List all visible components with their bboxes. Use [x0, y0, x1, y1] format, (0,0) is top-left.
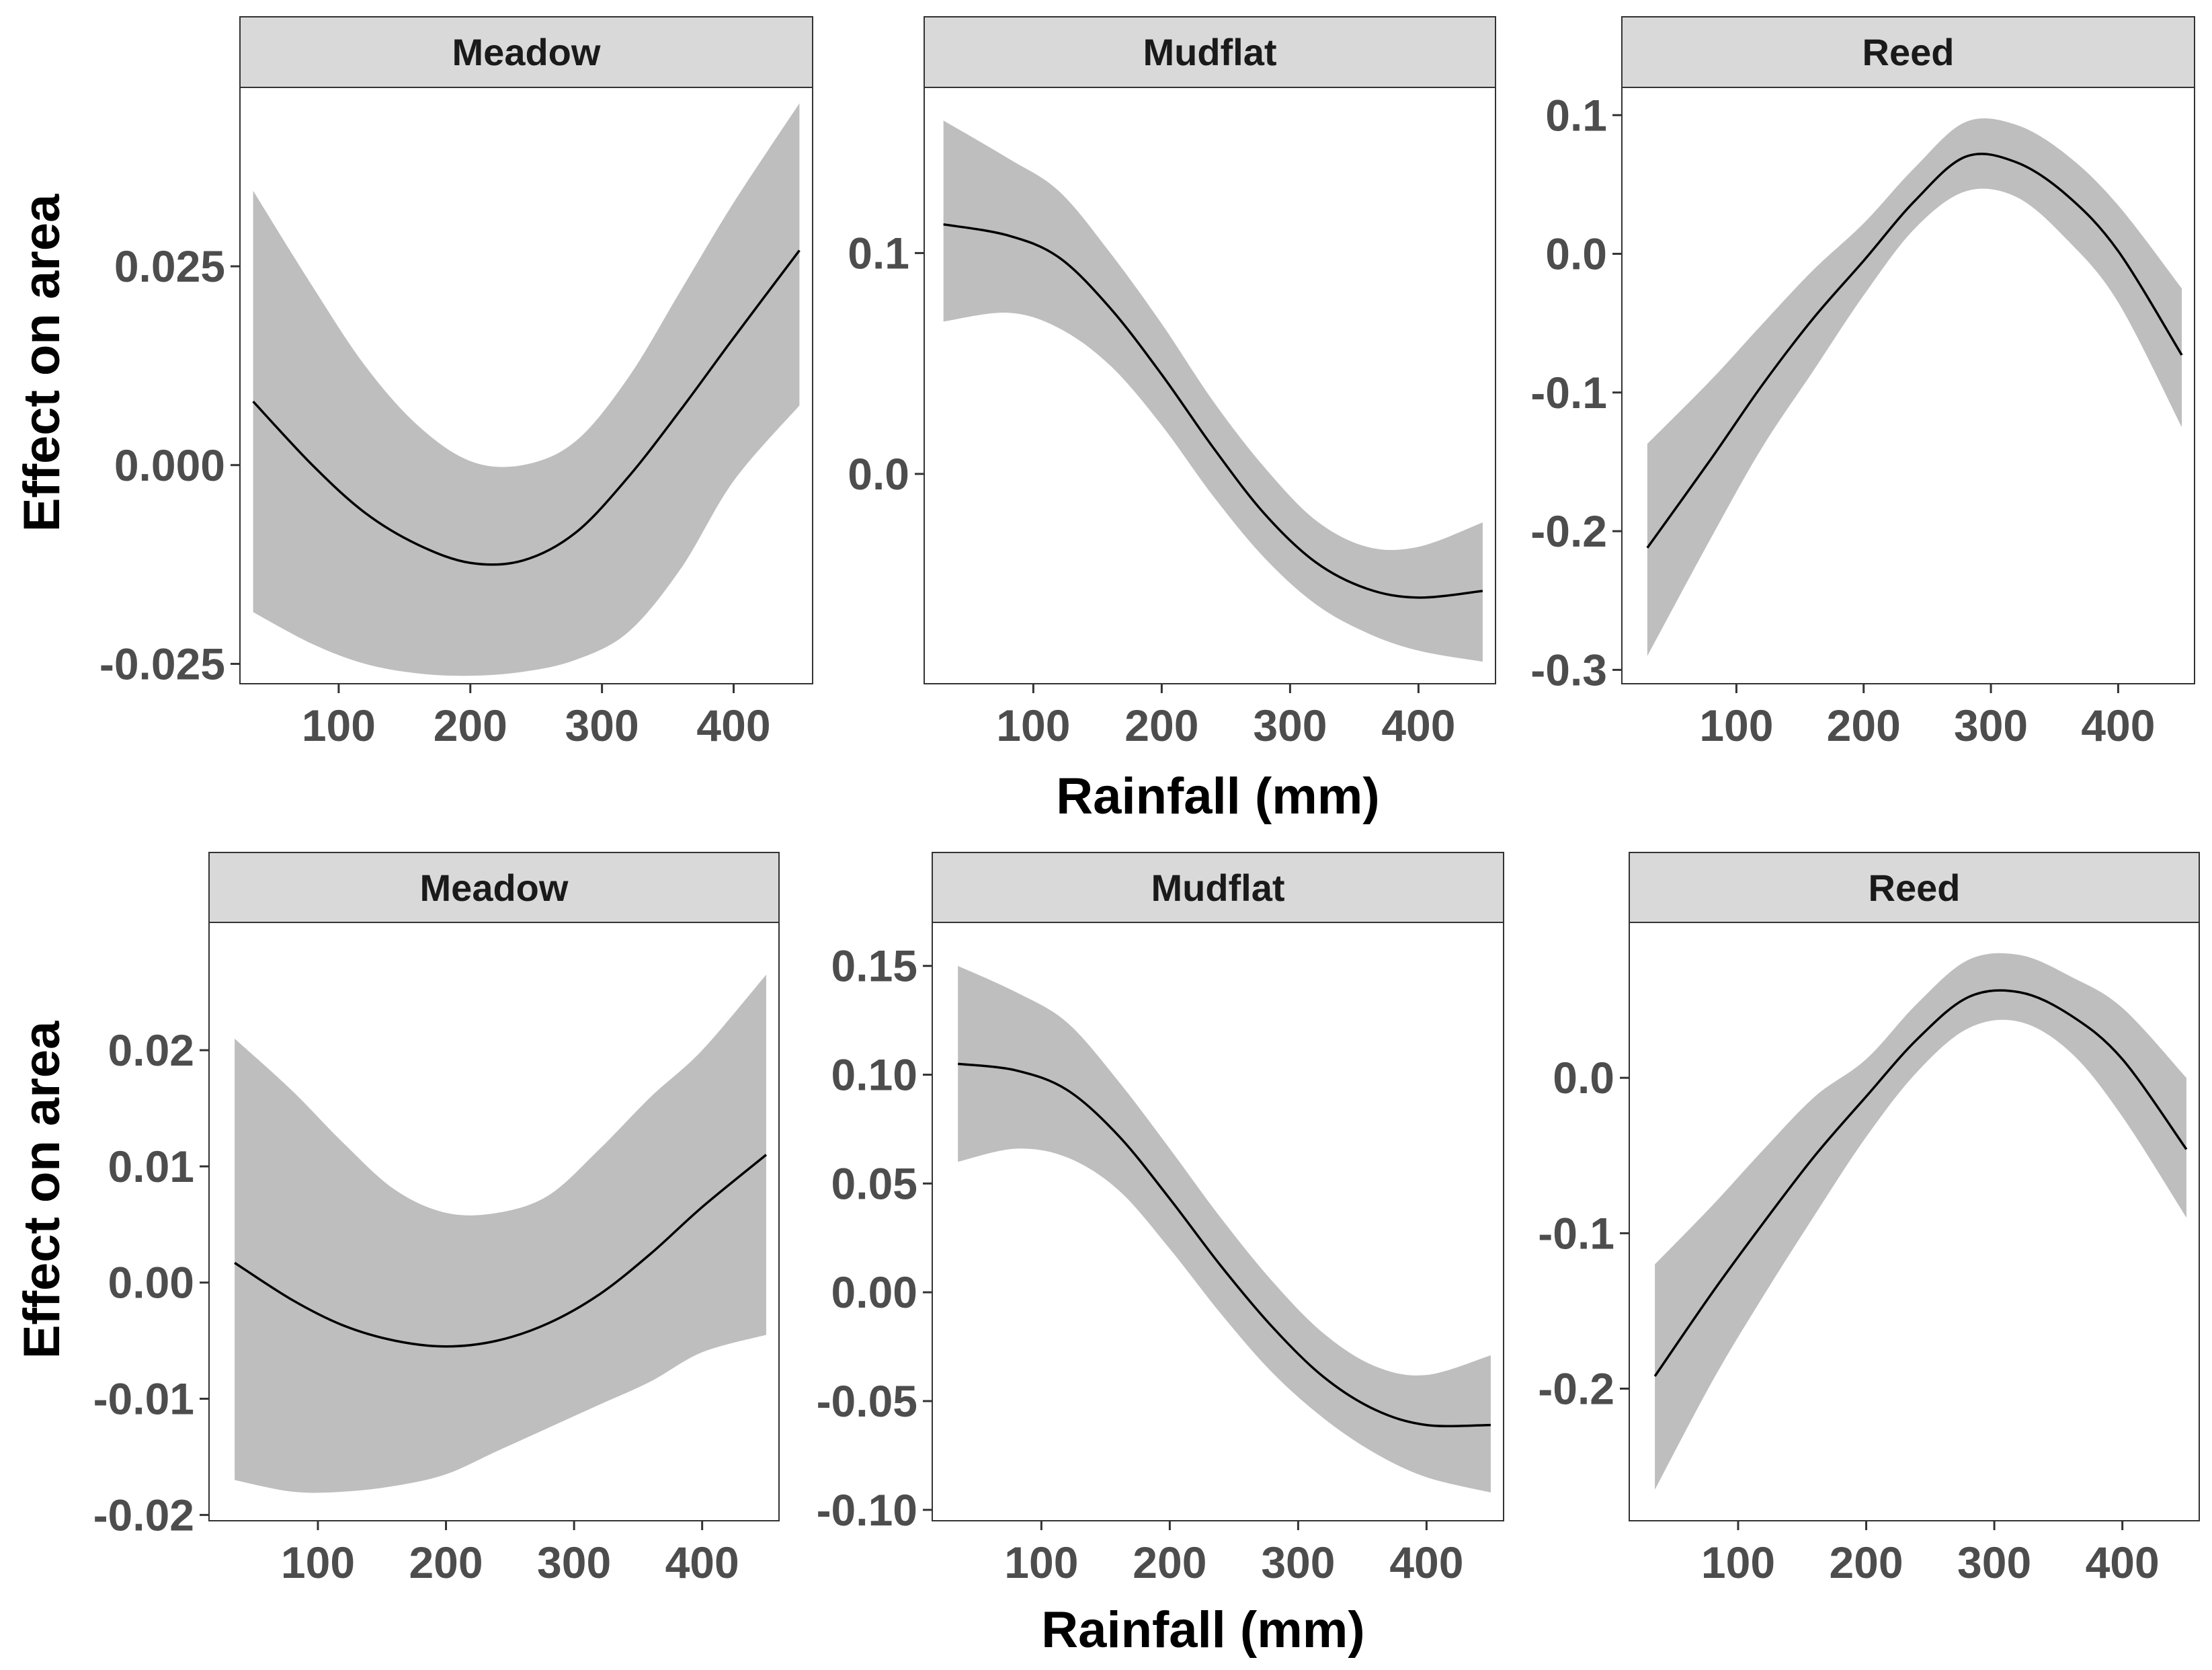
fitted-line [252, 249, 801, 566]
confidence-band [1655, 953, 2186, 1490]
confidence-band [253, 103, 800, 676]
x-tick-label: 400 [665, 1538, 739, 1587]
x-tick-label: 100 [1701, 1538, 1775, 1587]
y-tick-label: 0.0 [1553, 1053, 1614, 1103]
y-axis-title-top: Effect on area [13, 194, 71, 532]
fitted-line [1646, 153, 2183, 549]
y-tick-label: -0.3 [1530, 645, 1607, 694]
x-tick-label: 300 [565, 701, 639, 750]
x-tick-label: 200 [1829, 1538, 1903, 1587]
x-tick-label: 100 [302, 701, 376, 750]
y-tick-label: -0.025 [99, 639, 225, 688]
confidence-band [943, 120, 1483, 662]
x-tick-label: 100 [996, 701, 1070, 750]
x-tick-label: 200 [1124, 701, 1198, 750]
strip-label: Reed [1869, 867, 1961, 909]
y-tick-label: 0.025 [114, 241, 225, 291]
fitted-line [1653, 989, 2188, 1378]
x-tick-label: 400 [1389, 1538, 1463, 1587]
panel-top-mudflat: Mudflat 0.0 0.1 100 200 300 400 [848, 16, 1496, 750]
y-tick-label: -0.10 [817, 1485, 917, 1535]
x-axis-title-top: Rainfall (mm) [1056, 768, 1379, 825]
x-tick-label: 400 [2081, 701, 2155, 750]
x-tick-label: 100 [1699, 701, 1773, 750]
confidence-band [1647, 118, 2182, 656]
panel-bottom-meadow: Meadow -0.02 -0.01 0.00 0.01 0.02 100 200 300 40… [93, 852, 780, 1587]
y-tick-label: -0.2 [1530, 506, 1607, 556]
y-tick-label: 0.1 [1545, 90, 1607, 140]
y-tick-label: 0.1 [848, 228, 909, 278]
y-tick-label: 0.01 [108, 1142, 194, 1191]
x-tick-label: 200 [1827, 701, 1901, 750]
x-tick-label: 300 [537, 1538, 611, 1587]
y-tick-label: 0.15 [831, 941, 917, 991]
panel-bottom-reed: Reed -0.2 -0.1 0.0 100 200 300 400 [1538, 852, 2200, 1587]
x-tick-label: 400 [2086, 1538, 2160, 1587]
x-tick-label: 300 [1261, 1538, 1335, 1587]
x-tick-label: 300 [1954, 701, 2028, 750]
x-tick-label: 400 [696, 701, 770, 750]
y-tick-label: 0.0 [1545, 229, 1607, 279]
y-axis-title-bottom: Effect on area [13, 1021, 71, 1359]
x-axis-title-bottom: Rainfall (mm) [1041, 1601, 1364, 1659]
panel-top-meadow: Meadow -0.025 0.000 0.025 100 200 300 400 [99, 16, 813, 750]
x-tick-label: 200 [409, 1538, 483, 1587]
panel-top-reed: Reed -0.3 -0.2 -0.1 0.0 0.1 100 200 300 400 [1530, 16, 2195, 750]
y-tick-label: 0.0 [848, 449, 909, 499]
y-tick-label: 0.000 [114, 440, 225, 490]
strip-background [924, 16, 1496, 88]
y-tick-label: -0.05 [817, 1376, 917, 1426]
strip-label: Reed [1862, 31, 1955, 73]
strip-label: Meadow [452, 31, 601, 73]
strip-background [932, 852, 1504, 923]
y-tick-label: -0.2 [1538, 1364, 1614, 1414]
y-tick-label: -0.1 [1538, 1208, 1614, 1258]
y-tick-label: 0.00 [108, 1258, 194, 1308]
confidence-band [958, 965, 1491, 1493]
x-tick-label: 300 [1957, 1538, 2031, 1587]
x-tick-label: 100 [281, 1538, 355, 1587]
y-tick-label: 0.02 [108, 1025, 194, 1075]
x-tick-label: 300 [1253, 701, 1327, 750]
strip-background [1629, 852, 2200, 923]
strip-label: Mudflat [1143, 31, 1276, 73]
fitted-line [943, 223, 1483, 599]
strip-label: Mudflat [1151, 867, 1284, 909]
panel-bottom-mudflat: Mudflat -0.10 -0.05 0.00 0.05 0.10 0.15 100 200… [817, 852, 1504, 1587]
y-tick-label: 0.10 [831, 1050, 917, 1100]
fitted-line [958, 1062, 1491, 1428]
strip-background [208, 852, 780, 923]
fitted-line [234, 1154, 768, 1348]
x-tick-label: 100 [1004, 1538, 1078, 1587]
y-tick-label: -0.01 [93, 1374, 194, 1424]
y-tick-label: -0.1 [1530, 368, 1607, 418]
x-tick-label: 400 [1381, 701, 1455, 750]
strip-background [239, 16, 813, 88]
x-tick-label: 200 [1133, 1538, 1206, 1587]
confidence-band [235, 974, 766, 1493]
strip-label: Meadow [420, 867, 569, 909]
y-tick-label: 0.05 [831, 1158, 917, 1208]
y-tick-label: -0.02 [93, 1490, 194, 1540]
strip-background [1621, 16, 2195, 88]
y-tick-label: 0.00 [831, 1267, 917, 1317]
x-tick-label: 200 [434, 701, 507, 750]
